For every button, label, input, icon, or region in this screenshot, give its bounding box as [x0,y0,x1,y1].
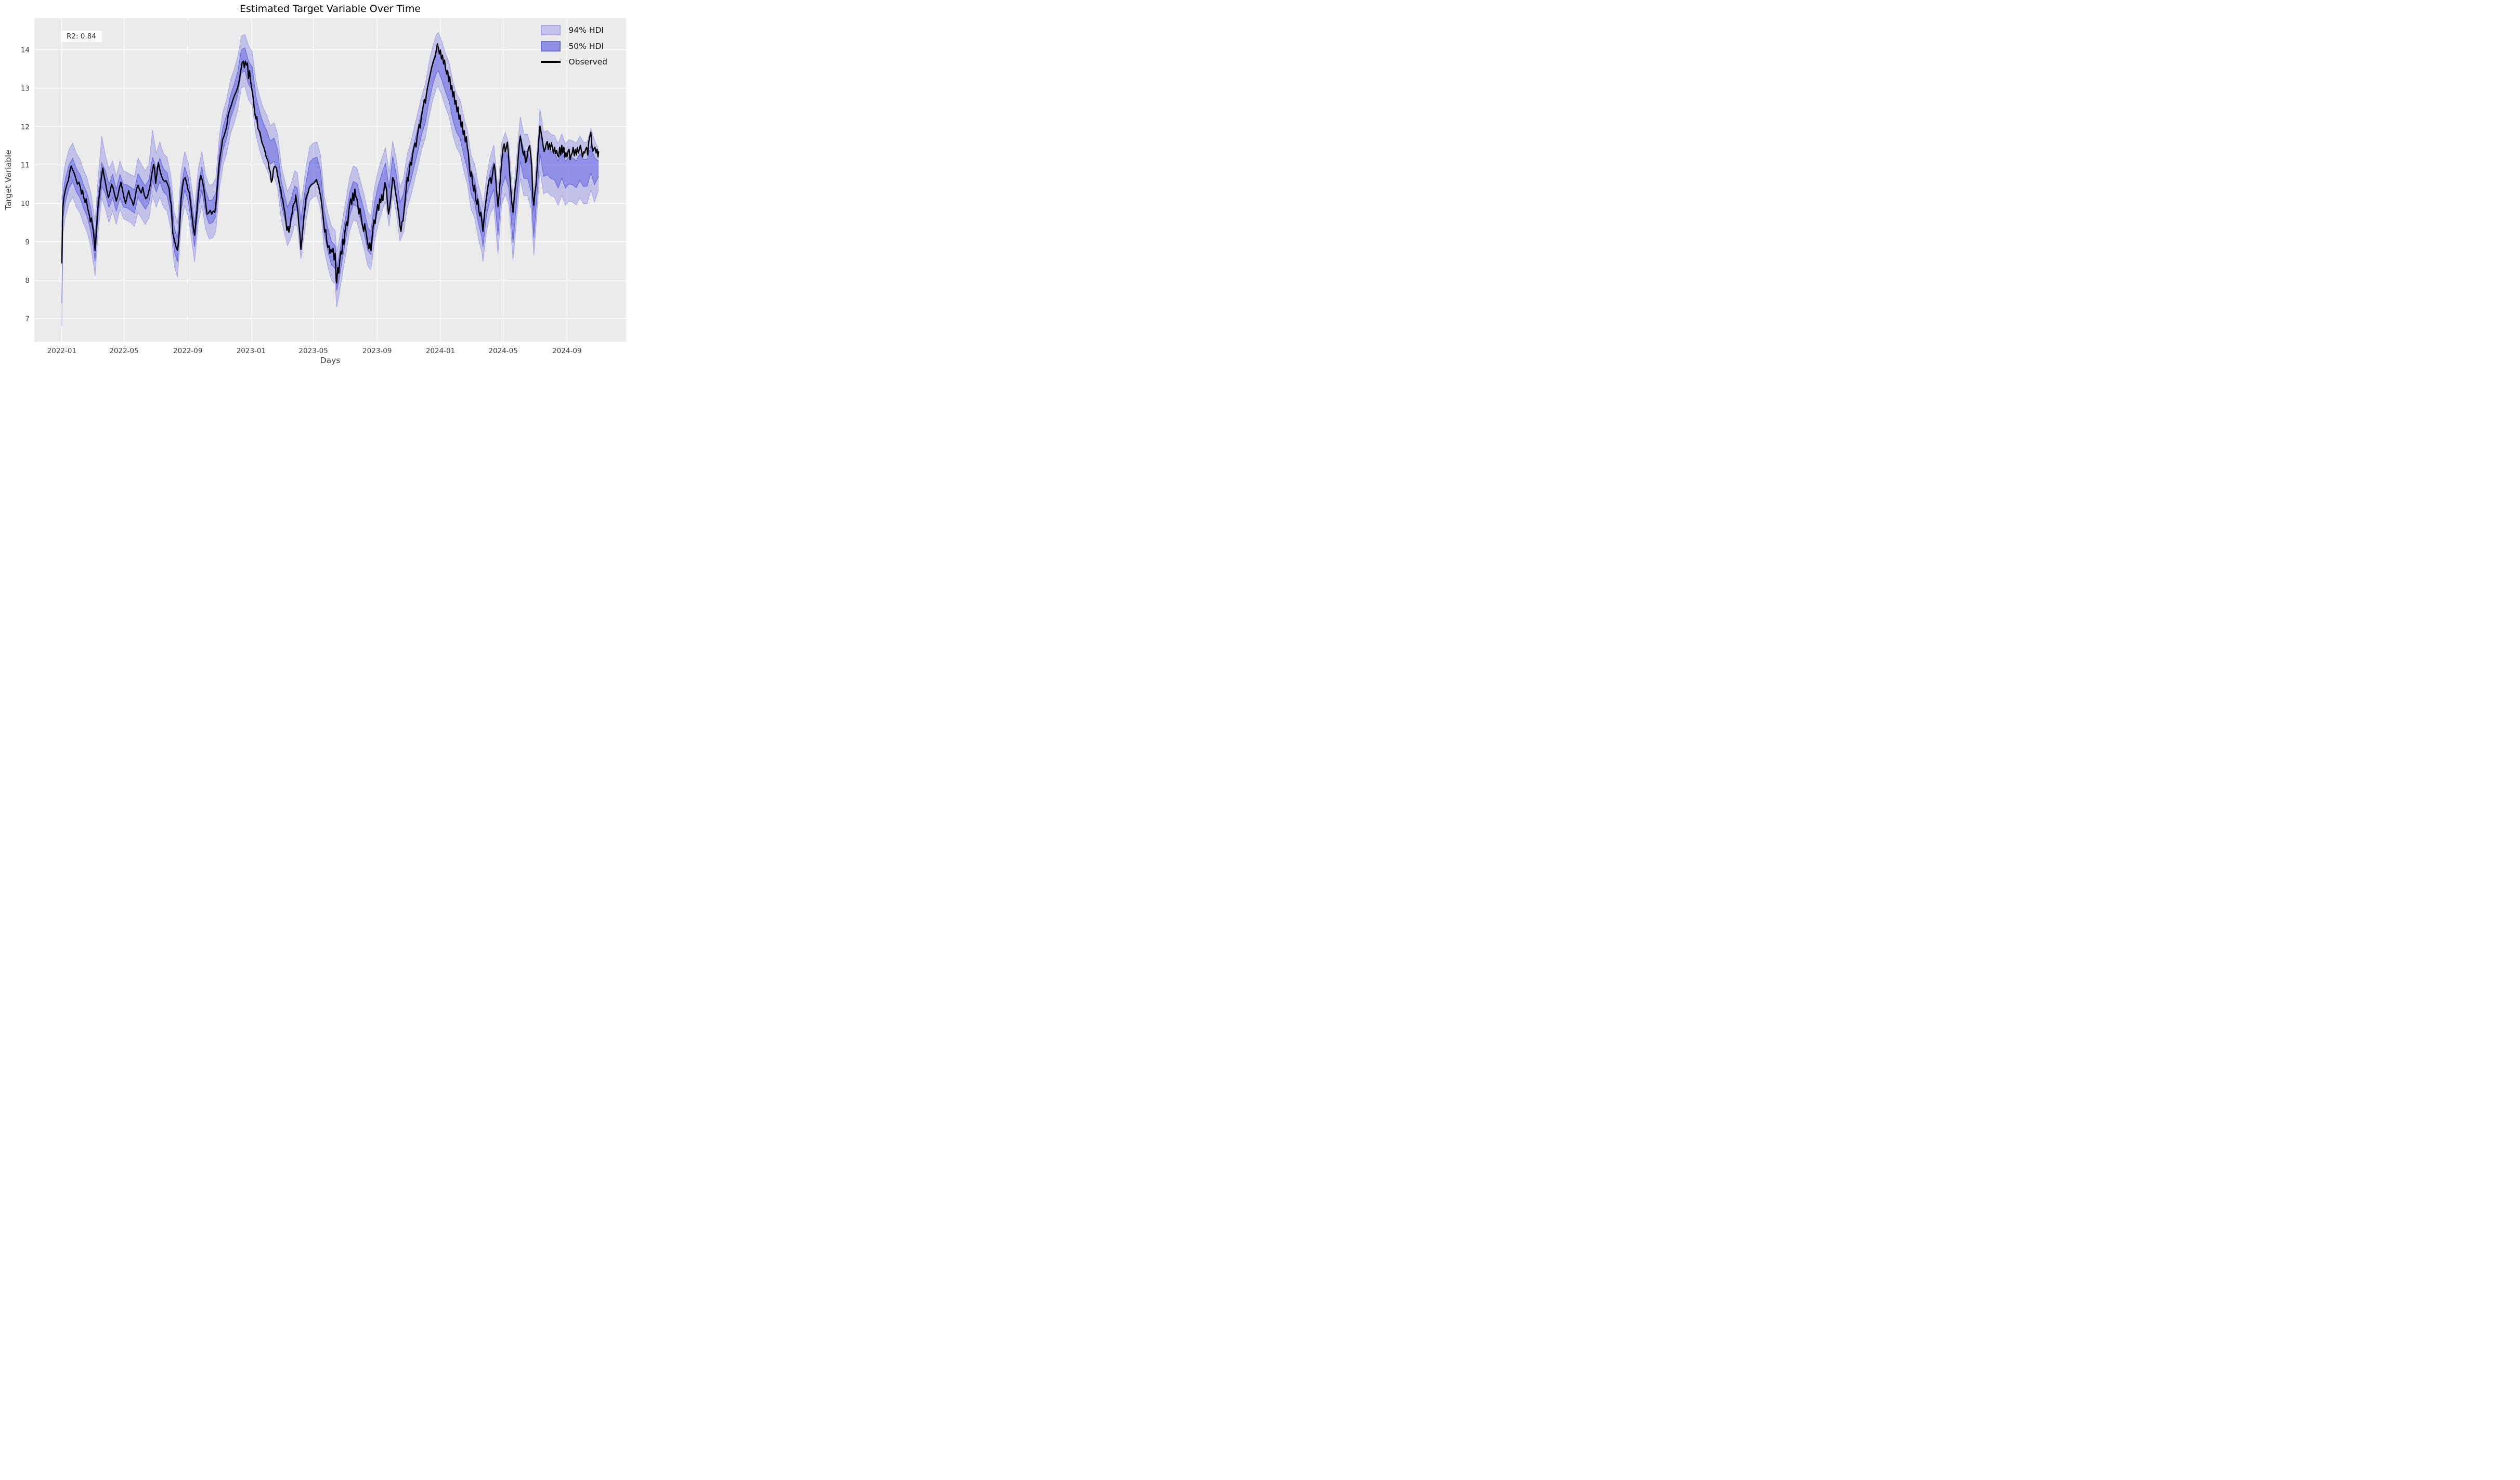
y-tick-label: 14 [21,46,30,55]
hdi50-upper-edge [61,47,599,268]
y-tick-label: 8 [25,277,30,285]
plot-canvas: 2022-01 2022-05 2022-09 2023-01 2023-05 2023-… [21,18,626,355]
legend-label: 94% HDI [568,25,604,35]
legend-item-94-hdi: 94% HDI [541,25,607,35]
legend-item-50-hdi: 50% HDI [541,41,607,51]
x-tick-label: 2022-05 [109,347,138,355]
legend-item-observed: Observed [541,57,607,67]
figure: 2022-01 2022-05 2022-09 2023-01 2023-05 2023-… [0,0,630,370]
x-tick-label: 2022-01 [47,347,76,355]
y-tick-label: 7 [25,315,30,323]
y-tick-label: 11 [21,161,30,170]
x-tick-label: 2024-05 [488,347,517,355]
page-title: Estimated Target Variable Over Time [239,3,421,15]
observed-line-swatch-icon [541,61,561,63]
hdi50-band-swatch-icon [541,41,561,51]
legend: 94% HDI 50% HDI Observed [541,25,607,67]
y-axis-label: Target Variable [4,150,13,210]
x-tick-label: 2023-01 [237,347,266,355]
hdi94-upper-edge [61,32,599,253]
legend-label: Observed [568,57,607,67]
y-tick-label: 13 [21,84,30,93]
r2-annotation: R2: 0.84 [61,31,102,42]
y-tick-label: 9 [25,238,30,246]
x-tick-label: 2024-09 [552,347,581,355]
x-tick-label: 2023-09 [362,347,392,355]
x-axis-label: Days [320,356,341,365]
y-tick-label: 12 [21,123,30,131]
x-tick-label: 2023-05 [298,347,328,355]
x-tick-label: 2024-01 [426,347,455,355]
hdi50-lower-edge [61,70,599,304]
hdi94-lower-edge [61,85,599,327]
y-tick-label: 10 [21,200,30,208]
plot-area [34,18,626,342]
observed-line [61,43,600,284]
x-tick-label: 2022-09 [173,347,202,355]
legend-label: 50% HDI [568,42,604,51]
hdi94-band-swatch-icon [541,25,561,35]
